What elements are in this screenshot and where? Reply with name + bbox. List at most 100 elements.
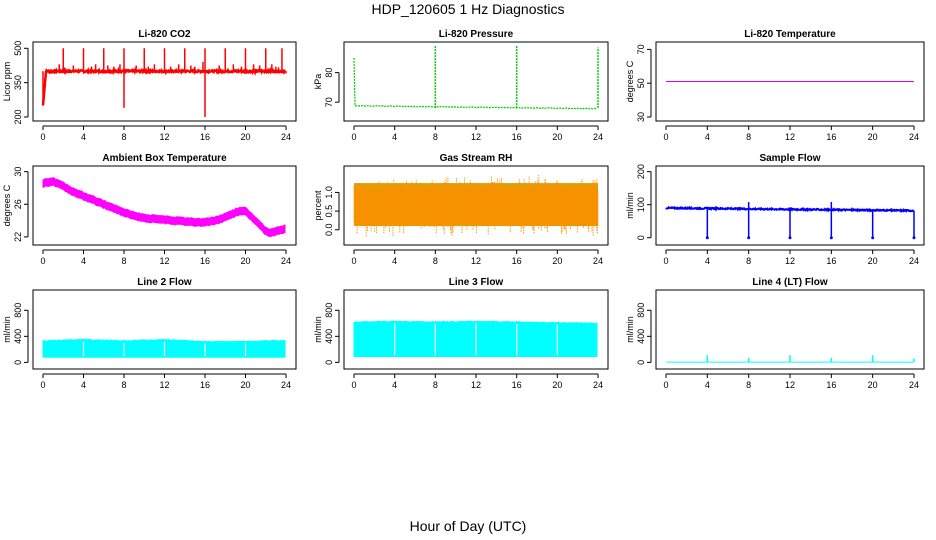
x-tick-label: 16 [200,380,210,390]
x-tick-label: 12 [159,132,169,142]
x-axis: 0 4 8 12 16 20 24 [351,125,603,142]
plot-frame [655,289,925,370]
x-tick-label: 24 [281,380,291,390]
plot-frame [32,41,297,122]
x-tick-label: 20 [868,380,878,390]
x-tick-label: 8 [746,256,751,266]
y-axis-label: ml/min [625,192,635,219]
x-tick-label: 16 [512,256,522,266]
panel-line2: Line 2 Flow ml/min 0 4 8 12 16 20 24 0 400 800 [2,277,297,390]
y-tick-label: 200 [13,109,23,124]
data-layer [41,48,287,117]
main-title: HDP_120605 1 Hz Diagnostics [371,1,565,17]
data-layer [42,177,286,238]
x-tick-label: 24 [593,132,603,142]
y-tick-label: 100 [636,197,646,212]
x-tick-label: 8 [433,256,438,266]
data-layer [353,174,599,237]
y-tick-label: 350 [13,75,23,90]
drop-point [829,236,833,240]
x-axis: 0 4 8 12 16 20 24 [663,373,919,390]
x-tick-label: 0 [663,380,668,390]
x-tick-label: 4 [705,132,710,142]
x-axis: 0 4 8 12 16 20 24 [351,249,603,266]
x-tick-label: 20 [240,256,250,266]
y-axis-label: degrees C [2,184,12,226]
plot-frame [343,165,609,246]
panel-title: Li-820 Pressure [439,29,514,40]
x-tick-label: 4 [392,380,397,390]
y-axis-label: degrees C [625,60,635,102]
drop-point [747,236,751,240]
x-tick-label: 0 [663,132,668,142]
panel-title: Li-820 Temperature [744,29,836,40]
x-tick-label: 16 [826,380,836,390]
y-axis: 0 400 800 [636,303,652,365]
y-axis-label: Licor ppm [2,62,12,102]
x-tick-label: 12 [471,132,481,142]
y-tick-label: 50 [636,78,646,88]
plot-frame [32,165,297,246]
plot-frame [343,41,609,122]
x-tick-label: 24 [281,256,291,266]
data-layer [353,46,599,110]
plot-frame [655,165,925,246]
y-tick-label: 400 [13,329,23,344]
x-tick-label: 12 [159,380,169,390]
x-tick-label: 4 [81,132,86,142]
panel-sample: Sample Flow ml/min 0 4 8 12 16 20 24 0 100 200 [625,153,925,266]
x-tick-label: 12 [785,256,795,266]
y-tick-label: 1.0 [324,186,334,199]
y-tick-label: 70 [636,44,646,54]
x-axis-caption: Hour of Day (UTC) [409,518,527,534]
x-axis: 0 4 8 12 16 20 24 [40,249,291,266]
y-axis-label: ml/min [625,316,635,343]
x-tick-label: 16 [826,256,836,266]
x-tick-label: 12 [471,256,481,266]
drop-point [871,236,875,240]
panel-title: Gas Stream RH [440,153,513,164]
x-tick-label: 12 [785,380,795,390]
panel-temperature: Li-820 Temperature degrees C 0 4 8 12 16 20 24 30… [625,29,925,142]
x-tick-label: 8 [433,132,438,142]
data-layer [353,320,598,357]
x-axis: 0 4 8 12 16 20 24 [351,373,603,390]
x-tick-label: 20 [240,380,250,390]
x-axis: 0 4 8 12 16 20 24 [663,125,919,142]
x-tick-label: 0 [663,256,668,266]
x-tick-label: 20 [552,380,562,390]
y-tick-label: 400 [324,329,334,344]
x-tick-label: 8 [121,380,126,390]
y-axis: 0 400 800 [324,303,340,365]
series-line [41,66,286,106]
x-tick-label: 20 [868,256,878,266]
data-layer [666,355,915,363]
x-tick-label: 24 [281,132,291,142]
drop-point [912,236,916,240]
y-tick-label: 400 [636,329,646,344]
x-tick-label: 16 [200,256,210,266]
x-tick-label: 0 [351,132,356,142]
panel-line4: Line 4 (LT) Flow ml/min 0 4 8 12 16 20 24 0 400 800 [625,277,925,390]
x-tick-label: 24 [593,256,603,266]
drop-point [705,236,709,240]
y-axis: 30 50 70 [636,44,652,122]
x-axis: 0 4 8 12 16 20 24 [40,373,291,390]
x-tick-label: 0 [40,132,45,142]
x-tick-label: 24 [593,380,603,390]
panel-title: Li-820 CO2 [138,29,191,40]
y-tick-label: 0 [324,360,334,365]
x-tick-label: 4 [81,256,86,266]
plot-frame [343,289,609,370]
y-tick-label: 0 [636,360,646,365]
x-tick-label: 24 [909,256,919,266]
y-axis: 0 400 800 [13,303,29,365]
x-axis: 0 4 8 12 16 20 24 [663,249,919,266]
x-tick-label: 4 [392,132,397,142]
x-tick-label: 16 [826,132,836,142]
x-tick-label: 16 [200,132,210,142]
y-tick-label: 500 [13,41,23,56]
x-tick-label: 16 [512,132,522,142]
x-tick-label: 24 [909,132,919,142]
